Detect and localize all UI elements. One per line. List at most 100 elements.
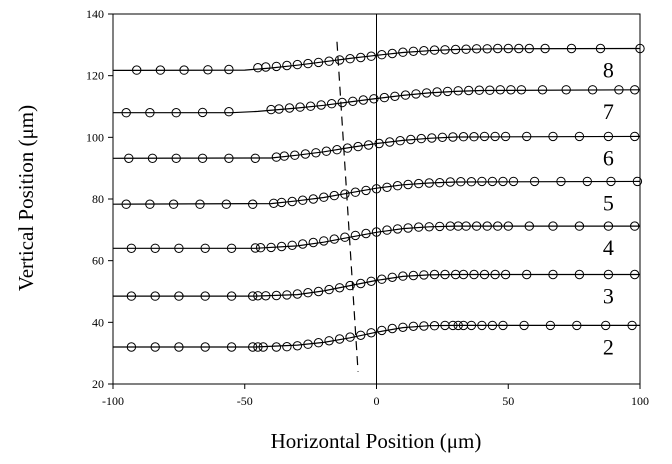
data-point: [587, 85, 598, 95]
data-point: [548, 221, 558, 231]
data-point: [429, 269, 440, 280]
data-point: [574, 131, 585, 142]
data-point: [292, 59, 303, 70]
data-point: [353, 141, 363, 152]
data-point: [282, 342, 292, 352]
data-point: [274, 104, 284, 114]
y-tick-label: 60: [92, 254, 104, 268]
data-point: [377, 325, 387, 336]
data-point: [403, 179, 413, 190]
data-point: [471, 221, 482, 231]
data-point: [226, 243, 237, 254]
data-point: [377, 50, 387, 60]
data-point: [506, 85, 516, 95]
data-point: [461, 221, 471, 231]
data-point: [361, 185, 371, 196]
data-point: [290, 150, 300, 160]
series-label: 7: [603, 99, 614, 124]
data-point: [321, 146, 332, 156]
data-point: [632, 176, 643, 187]
data-point: [435, 221, 445, 232]
data-point: [392, 181, 403, 191]
data-point: [282, 60, 292, 71]
data-point: [419, 46, 429, 56]
data-point: [200, 243, 210, 254]
data-point: [411, 89, 421, 99]
data-point: [461, 44, 471, 54]
plot-area: 2 3 4 5 6 7 8: [112, 13, 645, 385]
series-label: 4: [603, 235, 614, 260]
x-tick-label: 0: [374, 394, 380, 408]
data-point: [487, 176, 498, 187]
series-fit-line: [112, 180, 641, 205]
data-point: [255, 243, 266, 253]
data-point: [429, 45, 440, 55]
data-point: [340, 189, 350, 199]
data-point: [453, 320, 463, 331]
series-2: 2: [113, 320, 640, 359]
data-point: [287, 240, 297, 251]
x-tick-label: 100: [631, 394, 649, 408]
data-point: [603, 221, 614, 231]
data-point: [403, 223, 413, 233]
data-point: [358, 95, 368, 105]
data-point: [316, 100, 326, 110]
data-point: [421, 88, 432, 98]
data-point: [334, 334, 345, 344]
data-point: [308, 194, 318, 204]
data-point: [595, 43, 606, 54]
data-point: [450, 44, 461, 55]
data-point: [466, 177, 477, 187]
y-tick-label: 20: [92, 377, 104, 391]
data-point: [150, 291, 160, 301]
data-point: [387, 272, 397, 282]
series-4: 4: [113, 221, 640, 260]
series-label: 2: [603, 334, 614, 359]
data-point: [414, 222, 424, 232]
data-point: [371, 184, 382, 194]
data-point: [124, 153, 134, 164]
y-axis-title: Vertical Position (μm): [14, 105, 38, 291]
data-point: [540, 43, 550, 54]
x-axis-title: Horizontal Position (μm): [271, 429, 482, 453]
data-point: [350, 187, 361, 197]
data-point: [432, 87, 442, 97]
data-point: [248, 342, 258, 352]
data-point: [303, 339, 313, 349]
data-point: [435, 178, 445, 188]
data-point: [132, 65, 142, 75]
data-point: [519, 320, 529, 331]
data-point: [398, 322, 408, 332]
data-point: [490, 269, 500, 280]
series-5: 5: [112, 176, 643, 215]
y-tick-label: 140: [86, 7, 104, 21]
data-point: [261, 62, 271, 72]
data-point: [369, 94, 379, 104]
data-point: [224, 107, 234, 117]
data-point: [155, 65, 166, 75]
data-point: [414, 178, 424, 189]
series-6: 6: [112, 131, 641, 170]
data-point: [440, 269, 450, 280]
data-point: [337, 97, 347, 108]
data-point: [516, 85, 527, 95]
data-point: [419, 270, 429, 280]
data-point: [279, 151, 289, 161]
data-point: [226, 291, 237, 301]
data-point: [603, 131, 614, 142]
data-point: [471, 44, 482, 54]
data-point: [327, 99, 337, 109]
y-tick-label: 80: [92, 192, 104, 206]
data-point: [248, 199, 258, 209]
data-point: [574, 269, 585, 280]
data-point: [458, 132, 469, 142]
data-point: [385, 137, 395, 147]
data-point: [493, 221, 503, 231]
data-point: [342, 143, 353, 153]
data-point: [174, 342, 184, 352]
data-point: [614, 85, 624, 95]
data-point: [522, 269, 532, 280]
data-point: [284, 103, 295, 113]
data-point: [603, 269, 614, 280]
data-point: [313, 338, 324, 348]
